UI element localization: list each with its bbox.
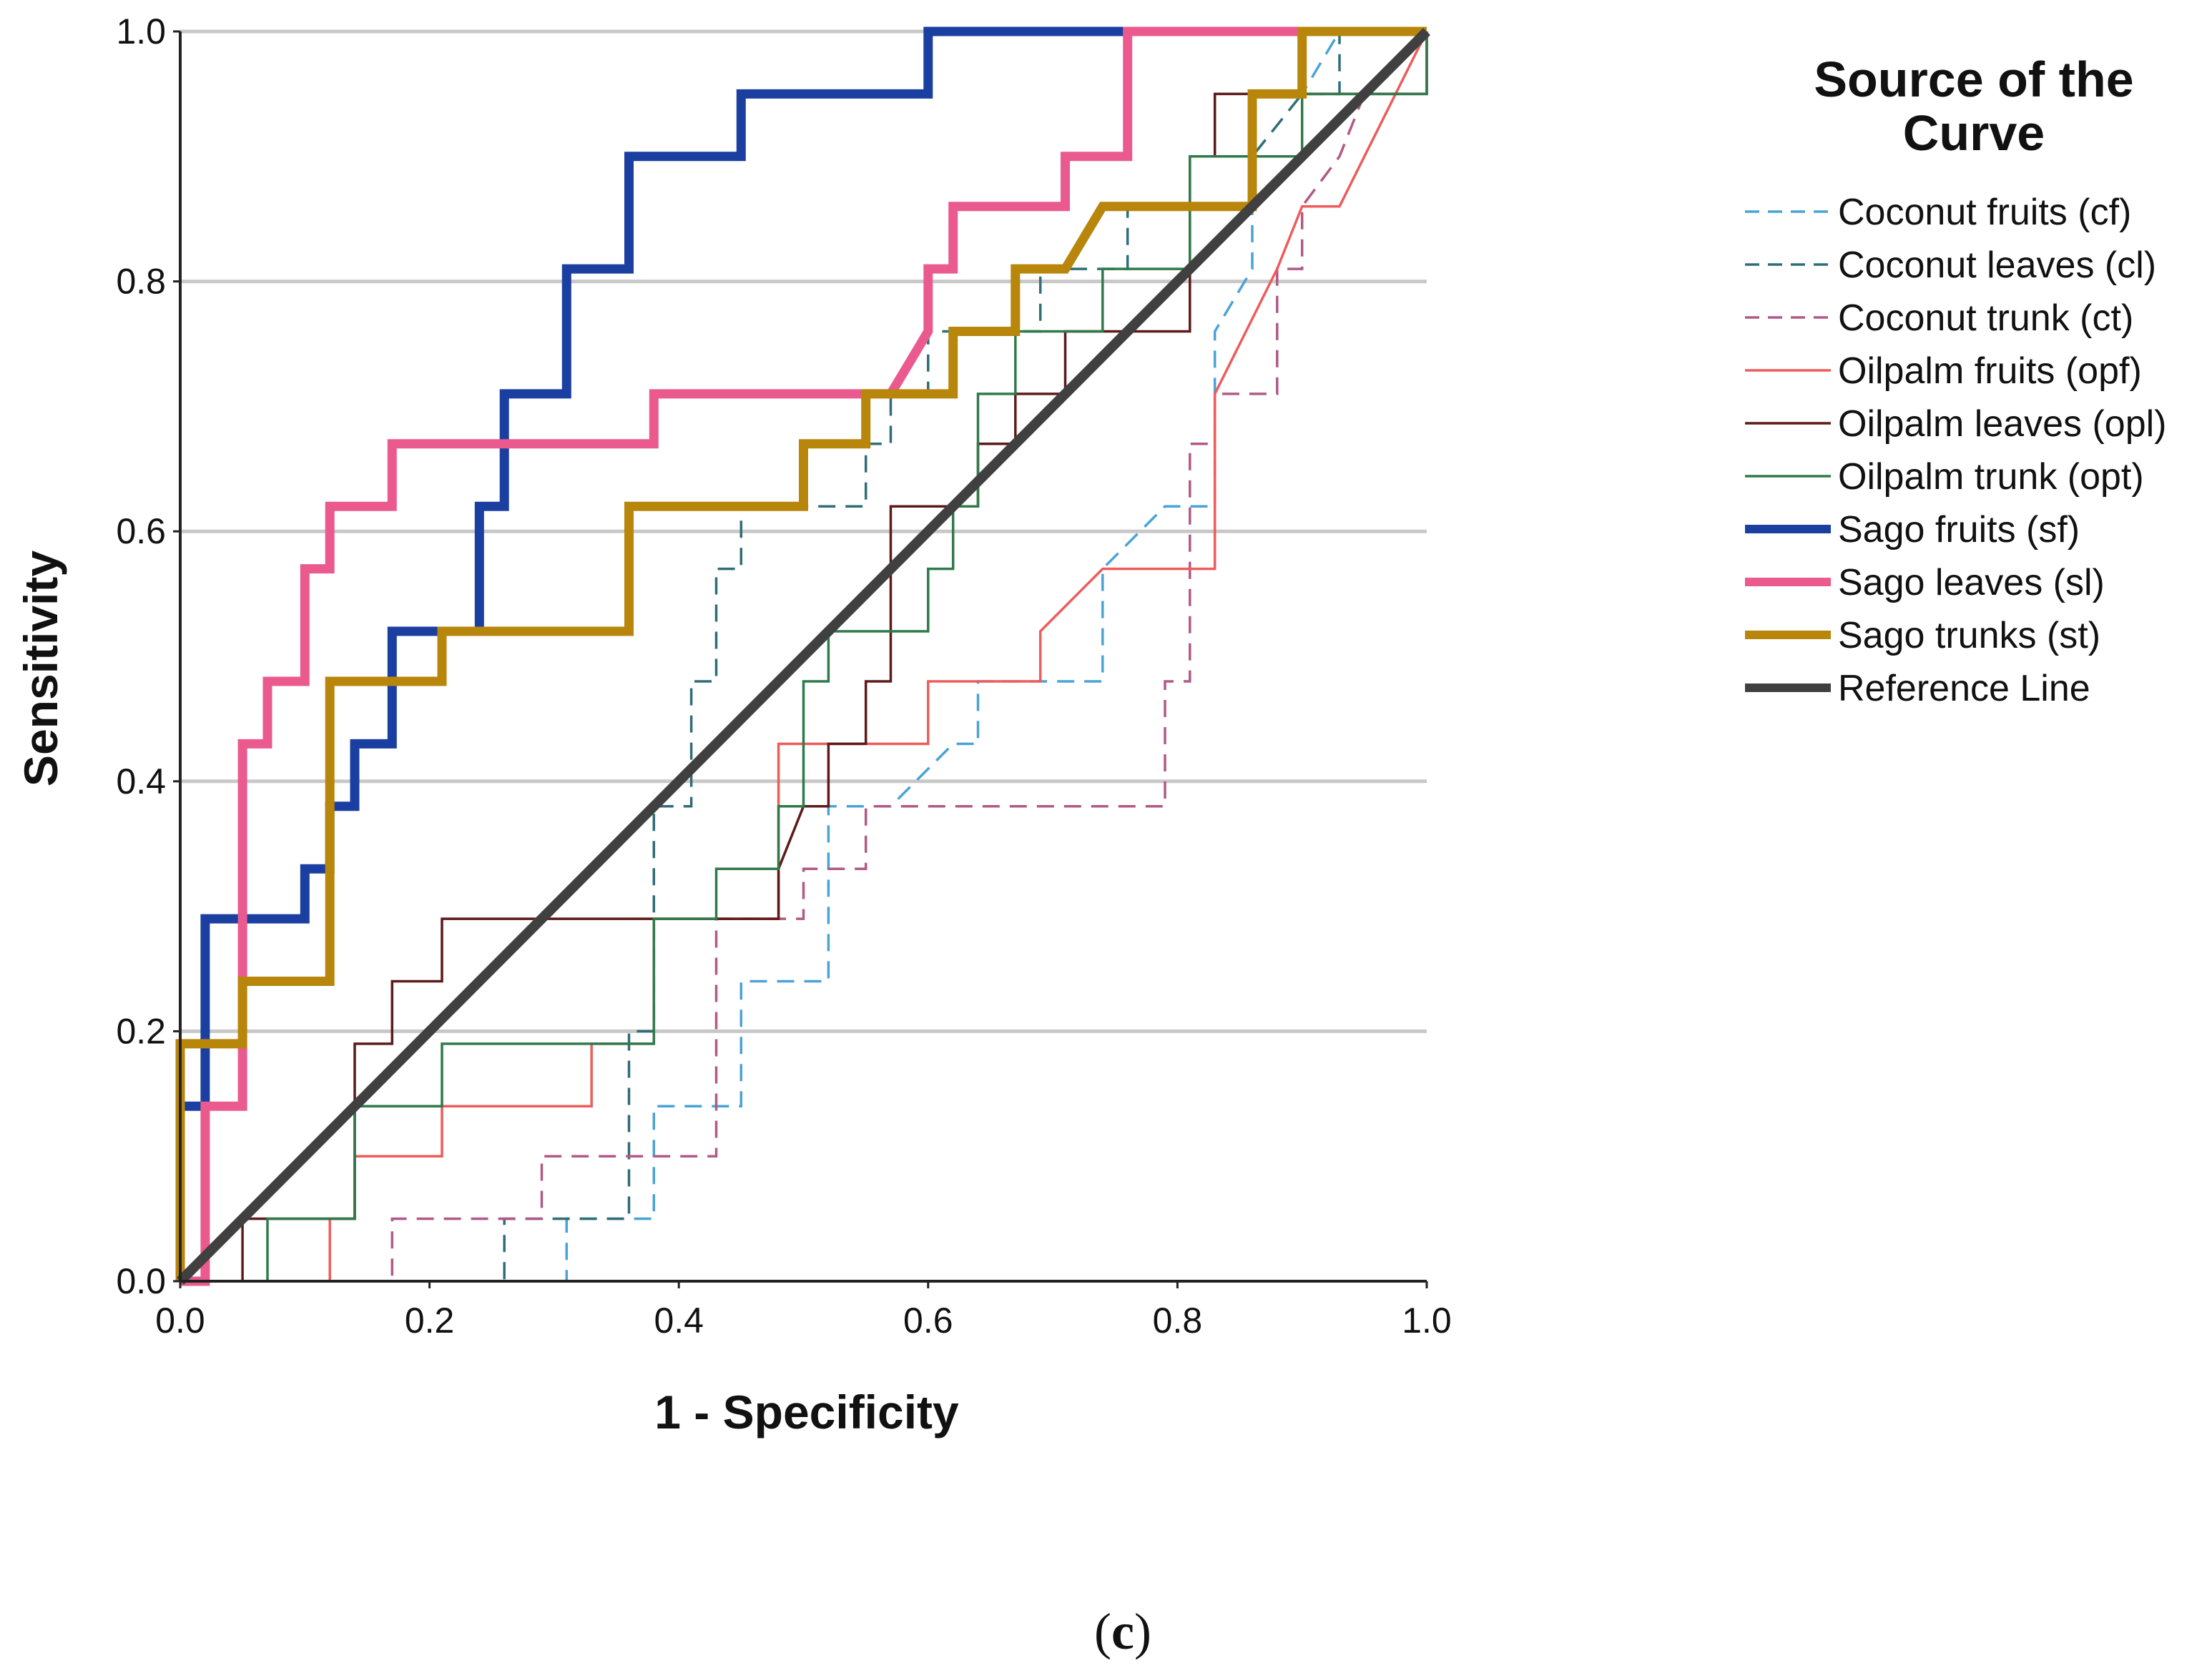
- caption-close: ): [1134, 1603, 1151, 1660]
- legend-label-coconut-leaves-cl: Coconut leaves (cl): [1838, 245, 2156, 286]
- y-axis-title: Sensitivity: [14, 551, 67, 786]
- tick-labels: 0.0 0.2 0.4 0.6 0.8 1.0 0.0 0.2 0.4 0.6 0.8 1.0: [116, 11, 1451, 1341]
- series-line-sago-trunks-st: [175, 26, 1427, 1281]
- x-axis-title: 1 - Specificity: [654, 1386, 959, 1438]
- series-line-sago-leaves-sl: [180, 26, 1427, 1286]
- y-tick-label-0: 0.0: [116, 1261, 166, 1301]
- legend-title-line1: Source of the: [1814, 51, 2133, 107]
- legend-label-oilpalm-fruits-opf: Oilpalm fruits (opf): [1838, 350, 2142, 392]
- series-line-reference-line: [177, 28, 1430, 1285]
- y-tick-label-3: 0.6: [116, 511, 166, 551]
- x-tick-label-5: 1.0: [1402, 1301, 1452, 1341]
- legend-label-coconut-fruits-cf: Coconut fruits (cf): [1838, 192, 2131, 233]
- caption-letter: c: [1111, 1603, 1134, 1660]
- legend-label-coconut-trunk-ct: Coconut trunk (ct): [1838, 297, 2133, 339]
- x-tick-label-4: 0.8: [1153, 1301, 1203, 1341]
- series-line-sago-fruits-sf: [175, 26, 1427, 1281]
- figure-caption: (c): [1094, 1603, 1151, 1660]
- x-tick-label-0: 0.0: [155, 1301, 205, 1341]
- legend-label-oilpalm-leaves-opl: Oilpalm leaves (opl): [1838, 403, 2167, 445]
- legend-label-sago-leaves-sl: Sago leaves (sl): [1838, 562, 2105, 603]
- legend: Source of the Curve Coconut fruits (cf)C…: [1745, 51, 2167, 709]
- legend-items: Coconut fruits (cf) Coconut leaves (cl) Co…: [1745, 192, 2167, 709]
- y-tick-label-4: 0.8: [116, 262, 166, 302]
- legend-label-sago-fruits-sf: Sago fruits (sf): [1838, 509, 2080, 551]
- series-line-coconut-trunk-ct: [180, 30, 1428, 1283]
- legend-title-line2: Curve: [1903, 105, 2045, 161]
- y-tick-label-2: 0.4: [116, 761, 166, 801]
- caption-open: (: [1094, 1603, 1111, 1660]
- x-tick-label-2: 0.4: [654, 1301, 704, 1341]
- legend-label-reference-line: Reference Line: [1838, 668, 2090, 709]
- legend-label-sago-trunks-st: Sago trunks (st): [1838, 615, 2100, 656]
- series-line-oilpalm-trunk-opt: [180, 31, 1428, 1283]
- legend-label-oilpalm-trunk-opt: Oilpalm trunk (opt): [1838, 456, 2144, 498]
- axes: [173, 30, 1428, 1288]
- x-tick-label-3: 0.6: [903, 1301, 953, 1341]
- y-tick-label-5: 1.0: [116, 11, 166, 51]
- x-tick-label-1: 0.2: [405, 1301, 455, 1341]
- y-tick-label-1: 0.2: [116, 1011, 166, 1051]
- series-lines: [175, 26, 1430, 1286]
